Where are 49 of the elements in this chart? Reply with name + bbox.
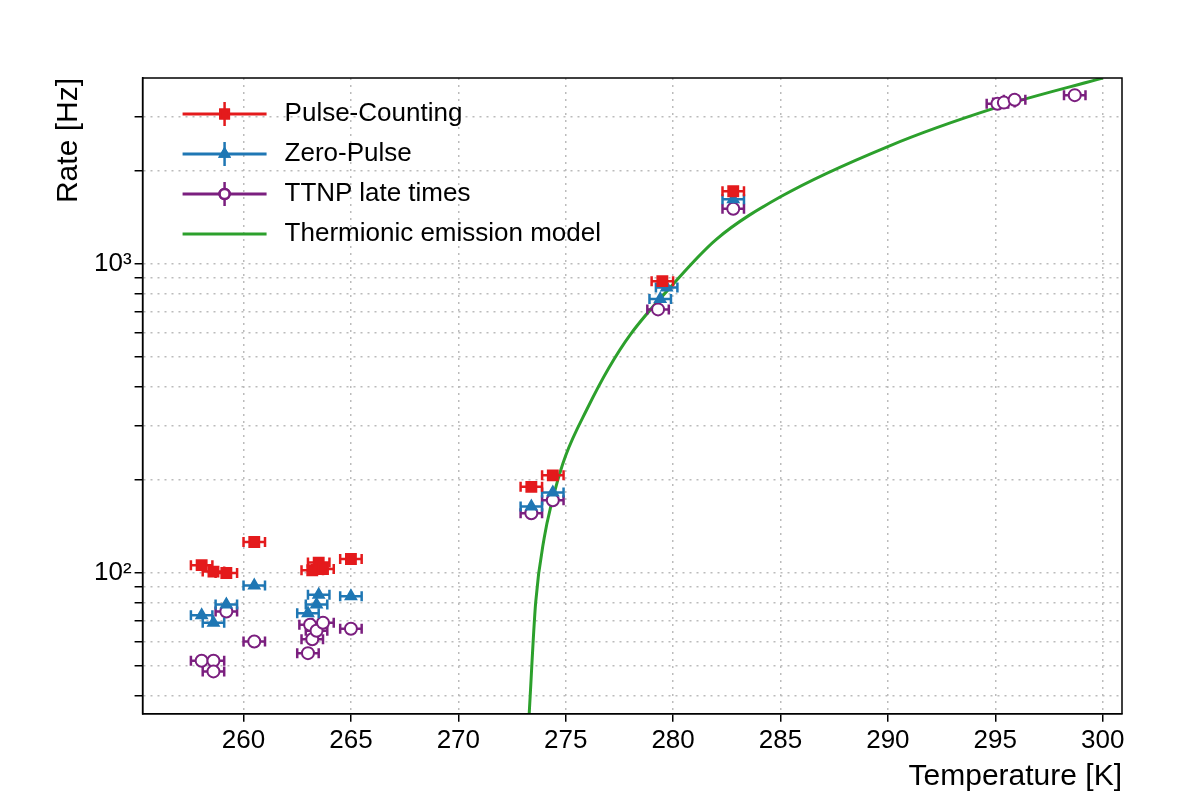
- point: [248, 578, 261, 590]
- legend-label: Thermionic emission model: [284, 217, 602, 248]
- point: [525, 499, 538, 511]
- point: [317, 563, 329, 575]
- point: [525, 480, 538, 493]
- y-tick-label: 10²: [94, 556, 132, 587]
- x-tick-label: 300: [1080, 723, 1125, 754]
- x-tick-label: 285: [758, 723, 803, 754]
- legend-label: Pulse-Counting: [284, 97, 463, 128]
- point: [300, 646, 315, 661]
- point: [206, 664, 221, 679]
- point: [312, 587, 325, 599]
- point: [727, 185, 740, 198]
- x-tick-label: 295: [973, 723, 1017, 754]
- point: [546, 485, 560, 497]
- point: [316, 615, 330, 630]
- point: [207, 565, 220, 578]
- x-tick-label: 280: [651, 723, 695, 754]
- point: [546, 469, 559, 482]
- x-tick-label: 260: [221, 723, 266, 754]
- point: [651, 302, 666, 317]
- legend-label: TTNP late times: [284, 177, 471, 208]
- point: [247, 634, 262, 649]
- point: [344, 589, 358, 601]
- point: [656, 275, 669, 288]
- y-axis-title: Rate [Hz]: [50, 78, 84, 204]
- point: [343, 621, 358, 636]
- point: [310, 597, 323, 609]
- x-tick-label: 290: [866, 723, 910, 754]
- x-axis-title: Temperature [K]: [908, 758, 1122, 792]
- point: [1067, 88, 1082, 103]
- point: [248, 535, 261, 548]
- point: [1007, 92, 1022, 107]
- line-series: [527, 78, 1105, 714]
- x-tick-label: 265: [329, 723, 373, 754]
- point: [726, 201, 741, 216]
- point: [301, 606, 315, 618]
- x-tick-label: 275: [544, 723, 588, 754]
- point: [194, 653, 209, 668]
- point: [654, 292, 667, 304]
- point: [344, 552, 357, 565]
- legend-label: Zero-Pulse: [284, 137, 412, 168]
- point: [195, 559, 208, 572]
- point: [220, 597, 233, 609]
- point: [220, 566, 233, 579]
- y-tick-label: 10³: [94, 247, 132, 278]
- point: [195, 608, 208, 620]
- point: [207, 615, 220, 627]
- x-tick-label: 270: [436, 723, 481, 754]
